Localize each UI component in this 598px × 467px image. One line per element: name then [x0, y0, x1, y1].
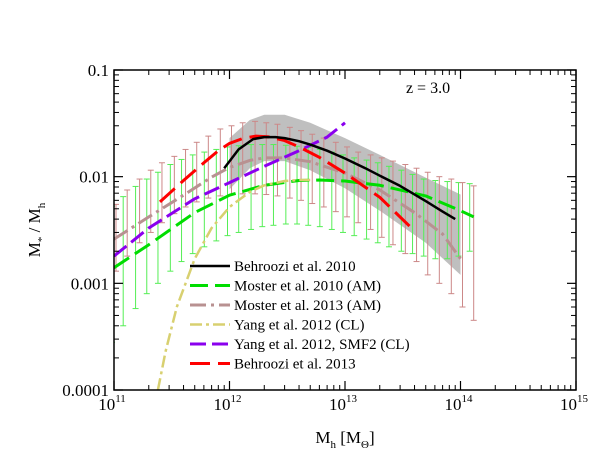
errorbar — [402, 164, 409, 255]
errorbar — [459, 182, 466, 308]
errorbar — [363, 159, 370, 240]
series-line — [156, 178, 311, 390]
errorbar — [432, 180, 439, 260]
legend: Behroozi et al. 2010 Moster et al. 2010 (… — [190, 259, 410, 373]
errorbar — [466, 183, 473, 252]
y-axis-title-sub: * — [36, 237, 48, 243]
legend-entry: Moster et al. 2010 (AM) — [190, 279, 381, 295]
errorbar — [235, 145, 242, 233]
y-axis-title-main: M — [25, 242, 44, 257]
errorbar — [132, 185, 139, 310]
legend-entry: Behroozi et al. 2010 — [190, 259, 356, 275]
x-axis-title-main: M — [315, 428, 330, 447]
legend-label: Yang et al. 2012 (CL) — [234, 318, 365, 334]
errorbar — [351, 157, 358, 237]
errorbar — [409, 173, 416, 255]
legend-entry: Yang et al. 2012, SMF2 (CL) — [190, 337, 410, 353]
series-line — [114, 156, 462, 260]
errorbar — [143, 178, 150, 295]
legend-label: Behroozi et al. 2010 — [234, 259, 356, 275]
x-tick-label: 1012 — [214, 393, 242, 414]
series-layer — [114, 121, 475, 390]
errorbar — [398, 169, 405, 252]
x-tick-label: 1011 — [98, 393, 126, 414]
legend-label: Moster et al. 2010 (AM) — [234, 279, 381, 295]
x-tick-label: 1014 — [445, 393, 474, 414]
errorbar — [282, 144, 289, 225]
legend-entry: Behroozi et al. 2013 — [190, 357, 356, 373]
y-axis-title-slash: / M — [25, 208, 44, 236]
errorbar — [374, 162, 381, 244]
errorbar — [340, 154, 346, 233]
x-tick-label: 1013 — [329, 393, 358, 414]
y-tick-label: 0.01 — [79, 168, 109, 187]
errorbar — [217, 128, 224, 197]
x-axis-title: Mh [MΘ] — [315, 428, 374, 451]
series-line — [114, 178, 475, 269]
y-tick-label: 0.0001 — [62, 381, 109, 400]
y-tick-label: 0.001 — [71, 274, 109, 293]
series-line — [223, 135, 456, 221]
x-axis-title-unit-sub: Θ — [361, 439, 369, 451]
errorbar — [213, 148, 220, 242]
errorbar — [147, 169, 154, 233]
errorbar — [389, 160, 396, 246]
legend-label: Moster et al. 2013 (AM) — [234, 298, 381, 314]
errorbar — [448, 178, 455, 295]
y-tick-label: 0.1 — [88, 61, 109, 80]
y-axis-title: M* / Mh — [25, 202, 48, 257]
errorbar — [154, 171, 161, 284]
errorbar — [167, 164, 174, 272]
legend-entry: Yang et al. 2012 (CL) — [190, 318, 365, 334]
errorbar — [205, 135, 212, 199]
x-tick-label: 1015 — [560, 393, 589, 414]
errorbar — [252, 120, 259, 195]
errorbar — [470, 185, 477, 321]
series-line — [114, 121, 346, 258]
errorbar — [413, 167, 420, 263]
legend-entry: Moster et al. 2013 (AM) — [190, 298, 381, 314]
errorbar — [201, 151, 208, 248]
y-axis-title-sub2: h — [36, 202, 48, 208]
x-axis-title-unit: [M — [336, 428, 361, 447]
errorbar — [178, 158, 185, 263]
errorbar — [436, 176, 443, 284]
errorbar — [367, 154, 374, 230]
redshift-annotation: z = 3.0 — [406, 80, 450, 97]
legend-label: Yang et al. 2012, SMF2 (CL) — [234, 337, 410, 353]
errorbar — [420, 178, 427, 257]
tick-layer: 1011 1012 1013 1014 1015 0.0001 0.001 0.01 0.1 — [62, 61, 588, 414]
errorbar — [239, 122, 246, 195]
errorbar — [158, 162, 165, 224]
errorbar — [193, 141, 200, 203]
legend-label: Behroozi et al. 2013 — [234, 357, 356, 373]
x-axis-title-close: ] — [369, 428, 375, 447]
errorbar — [444, 181, 451, 260]
x-axis-title-sub: h — [330, 439, 336, 451]
errorbar — [124, 189, 131, 257]
errorbar — [136, 178, 143, 244]
